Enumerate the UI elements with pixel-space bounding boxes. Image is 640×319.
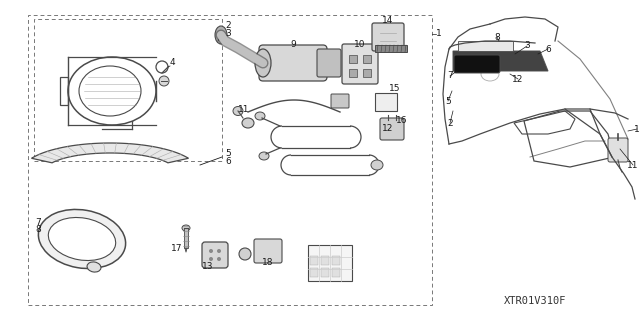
Text: 14: 14 — [382, 16, 394, 25]
Circle shape — [159, 76, 169, 86]
Bar — [332, 268, 340, 277]
Text: 4: 4 — [169, 58, 175, 67]
Text: 5: 5 — [445, 97, 451, 106]
Ellipse shape — [233, 107, 243, 115]
Ellipse shape — [182, 225, 190, 231]
Text: 7: 7 — [35, 218, 41, 227]
Bar — [321, 256, 329, 265]
Text: 3: 3 — [524, 41, 530, 50]
Text: 12: 12 — [512, 75, 524, 84]
Bar — [349, 55, 357, 63]
Ellipse shape — [242, 118, 254, 128]
Ellipse shape — [38, 210, 125, 269]
Bar — [184, 228, 188, 248]
Text: 18: 18 — [262, 258, 274, 267]
Circle shape — [217, 249, 221, 253]
Ellipse shape — [215, 26, 227, 44]
FancyBboxPatch shape — [254, 239, 282, 263]
Text: 12: 12 — [382, 124, 394, 133]
FancyBboxPatch shape — [608, 138, 628, 162]
Text: 15: 15 — [389, 84, 401, 93]
Ellipse shape — [255, 112, 265, 120]
Text: 6: 6 — [225, 157, 231, 166]
Ellipse shape — [48, 218, 116, 261]
Text: 1: 1 — [436, 29, 442, 39]
Text: 7: 7 — [447, 71, 453, 80]
FancyBboxPatch shape — [259, 45, 327, 81]
Bar — [310, 256, 318, 265]
Text: 11: 11 — [627, 160, 639, 169]
Text: 11: 11 — [238, 105, 250, 114]
Bar — [308, 245, 352, 281]
Ellipse shape — [87, 262, 101, 272]
FancyBboxPatch shape — [372, 23, 404, 51]
Text: 2: 2 — [225, 21, 230, 31]
FancyBboxPatch shape — [202, 242, 228, 268]
Text: 8: 8 — [494, 33, 500, 41]
Text: 9: 9 — [290, 40, 296, 49]
Circle shape — [217, 257, 221, 261]
Polygon shape — [31, 143, 188, 163]
FancyBboxPatch shape — [454, 55, 500, 73]
FancyBboxPatch shape — [380, 118, 404, 140]
Ellipse shape — [255, 49, 271, 77]
Text: 2: 2 — [447, 118, 453, 128]
Text: 16: 16 — [396, 116, 408, 125]
Text: 17: 17 — [172, 244, 183, 253]
Polygon shape — [453, 51, 548, 71]
Text: 8: 8 — [35, 225, 41, 234]
Bar — [321, 268, 329, 277]
Ellipse shape — [371, 160, 383, 170]
Text: 13: 13 — [202, 262, 214, 271]
Ellipse shape — [239, 248, 251, 260]
FancyBboxPatch shape — [342, 44, 378, 84]
FancyBboxPatch shape — [317, 49, 341, 77]
Text: 3: 3 — [225, 28, 231, 38]
Text: 6: 6 — [545, 44, 551, 54]
Ellipse shape — [259, 152, 269, 160]
Circle shape — [209, 257, 213, 261]
Bar — [375, 93, 397, 111]
Text: 5: 5 — [225, 150, 231, 159]
Text: 10: 10 — [355, 40, 365, 49]
Bar — [363, 55, 371, 63]
Bar — [458, 41, 513, 51]
Text: 1: 1 — [634, 124, 640, 133]
Bar — [375, 45, 407, 52]
Bar — [332, 256, 340, 265]
Bar — [363, 69, 371, 77]
Text: XTR01V310F: XTR01V310F — [504, 296, 566, 306]
Bar — [310, 268, 318, 277]
Circle shape — [209, 249, 213, 253]
Bar — [349, 69, 357, 77]
FancyBboxPatch shape — [331, 94, 349, 108]
